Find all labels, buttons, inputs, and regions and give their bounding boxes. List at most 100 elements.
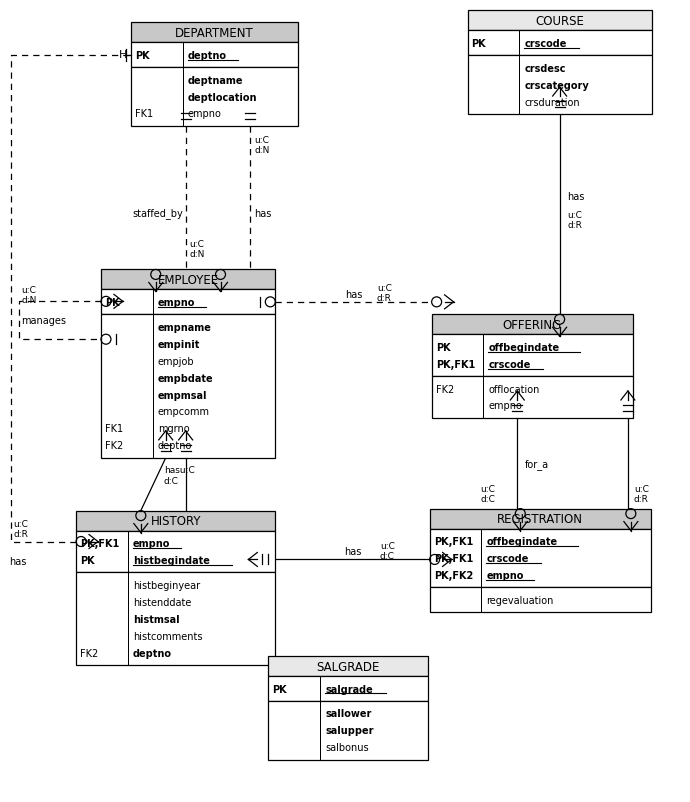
Text: u:C: u:C xyxy=(377,284,392,293)
Text: salgrade: salgrade xyxy=(325,683,373,694)
Text: d:C: d:C xyxy=(480,495,495,504)
Bar xyxy=(430,588,651,613)
Text: crsduration: crsduration xyxy=(524,97,580,107)
Text: has: has xyxy=(255,209,272,218)
Text: empmsal: empmsal xyxy=(158,390,207,400)
Text: d:R: d:R xyxy=(13,529,28,538)
Bar xyxy=(76,531,275,573)
Text: empno: empno xyxy=(489,401,522,411)
Text: PK: PK xyxy=(435,342,451,352)
Text: u:C: u:C xyxy=(13,520,28,529)
Text: FK1: FK1 xyxy=(135,109,153,119)
Text: d:N: d:N xyxy=(190,249,205,259)
Bar xyxy=(101,290,275,315)
Text: histbeginyear: histbeginyear xyxy=(133,580,200,590)
Text: PK,FK1: PK,FK1 xyxy=(435,359,475,369)
Text: u:C: u:C xyxy=(21,286,36,294)
Text: histbegindate: histbegindate xyxy=(133,555,210,565)
Text: PK,FK1: PK,FK1 xyxy=(433,553,473,563)
Text: d:C: d:C xyxy=(380,551,395,561)
Text: FK2: FK2 xyxy=(105,441,124,451)
Text: offbegindate: offbegindate xyxy=(486,537,558,546)
Text: u:C: u:C xyxy=(568,210,582,220)
Text: d:N: d:N xyxy=(255,146,270,155)
Text: has: has xyxy=(568,192,585,202)
Text: histcomments: histcomments xyxy=(133,631,202,641)
Bar xyxy=(131,23,298,43)
Text: crscode: crscode xyxy=(524,38,566,49)
Bar xyxy=(131,68,298,127)
Text: crscode: crscode xyxy=(486,553,529,563)
Text: OFFERING: OFFERING xyxy=(502,318,562,331)
Text: empbdate: empbdate xyxy=(158,373,213,383)
Text: sallower: sallower xyxy=(325,708,371,719)
Bar xyxy=(268,656,428,676)
Text: d:C: d:C xyxy=(164,476,179,486)
Bar xyxy=(101,315,275,458)
Text: DEPARTMENT: DEPARTMENT xyxy=(175,26,254,40)
Text: deptname: deptname xyxy=(188,75,243,86)
Text: u:C: u:C xyxy=(380,541,395,550)
Text: histmsal: histmsal xyxy=(133,614,179,624)
Text: H: H xyxy=(119,50,127,59)
Text: u:C: u:C xyxy=(190,240,204,249)
Text: d:R: d:R xyxy=(377,294,392,303)
Text: regevaluation: regevaluation xyxy=(486,595,554,605)
Text: u:C: u:C xyxy=(480,484,495,493)
Bar xyxy=(432,377,633,419)
Text: PK,FK1: PK,FK1 xyxy=(433,537,473,546)
Text: SALGRADE: SALGRADE xyxy=(316,660,380,673)
Text: u:C: u:C xyxy=(634,484,649,493)
Bar xyxy=(268,676,428,701)
Text: deptno: deptno xyxy=(158,441,192,451)
Bar xyxy=(468,31,652,56)
Text: PK: PK xyxy=(273,683,287,694)
Text: empno: empno xyxy=(486,570,524,580)
Bar xyxy=(432,334,633,377)
Text: deptno: deptno xyxy=(133,648,172,658)
Text: empno: empno xyxy=(188,109,221,119)
Text: PK: PK xyxy=(80,555,95,565)
Text: d:N: d:N xyxy=(21,295,37,305)
Bar xyxy=(76,573,275,665)
Text: histenddate: histenddate xyxy=(133,597,191,607)
Text: salupper: salupper xyxy=(325,726,373,735)
Text: staffed_by: staffed_by xyxy=(133,208,184,219)
Bar xyxy=(468,11,652,31)
Text: empjob: empjob xyxy=(158,356,195,367)
Text: FK2: FK2 xyxy=(435,384,454,394)
Bar xyxy=(76,511,275,531)
Text: for_a: for_a xyxy=(525,458,549,469)
Text: u:C: u:C xyxy=(255,136,269,145)
Text: empcomm: empcomm xyxy=(158,407,210,417)
Text: has: has xyxy=(10,557,27,567)
Text: crscode: crscode xyxy=(489,359,531,369)
Text: EMPLOYEE: EMPLOYEE xyxy=(157,273,219,286)
Text: REGISTRATION: REGISTRATION xyxy=(497,512,583,525)
Bar xyxy=(468,56,652,115)
Bar xyxy=(432,315,633,334)
Bar xyxy=(430,509,651,529)
Text: empname: empname xyxy=(158,322,212,332)
Text: HISTORY: HISTORY xyxy=(150,514,201,528)
Text: empinit: empinit xyxy=(158,339,200,349)
Text: crscategory: crscategory xyxy=(524,80,589,91)
Text: offlocation: offlocation xyxy=(489,384,540,394)
Text: PK,FK2: PK,FK2 xyxy=(433,570,473,580)
Bar xyxy=(101,270,275,290)
Text: mgrno: mgrno xyxy=(158,424,189,434)
Text: has: has xyxy=(344,547,361,557)
Text: PK: PK xyxy=(105,298,119,307)
Text: salbonus: salbonus xyxy=(325,743,368,752)
Text: d:R: d:R xyxy=(568,221,582,229)
Text: manages: manages xyxy=(21,316,66,326)
Text: has: has xyxy=(345,290,362,299)
Text: PK: PK xyxy=(135,51,150,61)
Text: empno: empno xyxy=(158,298,195,307)
Text: deptlocation: deptlocation xyxy=(188,92,257,103)
Text: empno: empno xyxy=(133,538,170,549)
Text: crsdesc: crsdesc xyxy=(524,63,566,74)
Text: d:R: d:R xyxy=(634,495,649,504)
Text: PK,FK1: PK,FK1 xyxy=(80,538,119,549)
Bar xyxy=(131,43,298,68)
